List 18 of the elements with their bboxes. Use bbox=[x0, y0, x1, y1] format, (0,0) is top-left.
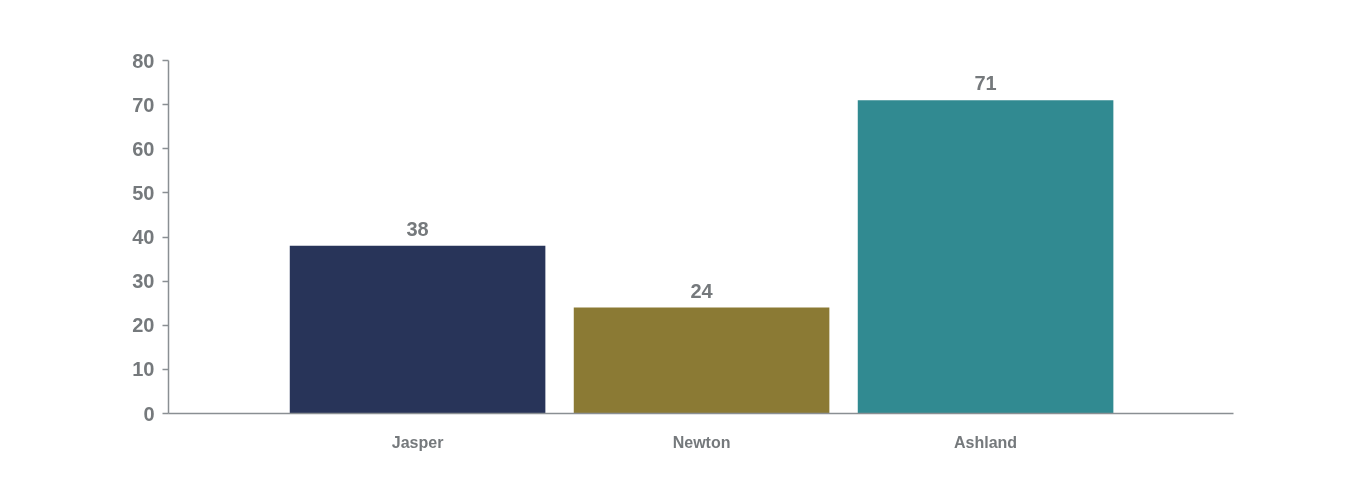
y-tick-label: 50 bbox=[132, 181, 155, 204]
y-tick-label: 40 bbox=[132, 226, 155, 248]
y-tick-label: 0 bbox=[143, 402, 155, 425]
x-tick-label: Newton bbox=[672, 433, 731, 451]
y-tick-label: 20 bbox=[132, 314, 155, 337]
bar bbox=[289, 245, 546, 414]
y-tick-label: 80 bbox=[132, 49, 155, 72]
data-label: 71 bbox=[974, 72, 997, 95]
data-label: 38 bbox=[406, 217, 429, 240]
y-tick-label: 10 bbox=[132, 358, 155, 381]
bar bbox=[857, 100, 1114, 414]
data-label: 24 bbox=[690, 279, 714, 302]
y-tick-label: 30 bbox=[132, 270, 155, 293]
x-tick-label: Jasper bbox=[391, 433, 444, 451]
x-tick-label: Ashland bbox=[954, 433, 1018, 451]
bar bbox=[573, 307, 830, 414]
y-tick-label: 60 bbox=[132, 137, 155, 160]
y-tick-label: 70 bbox=[132, 93, 155, 116]
